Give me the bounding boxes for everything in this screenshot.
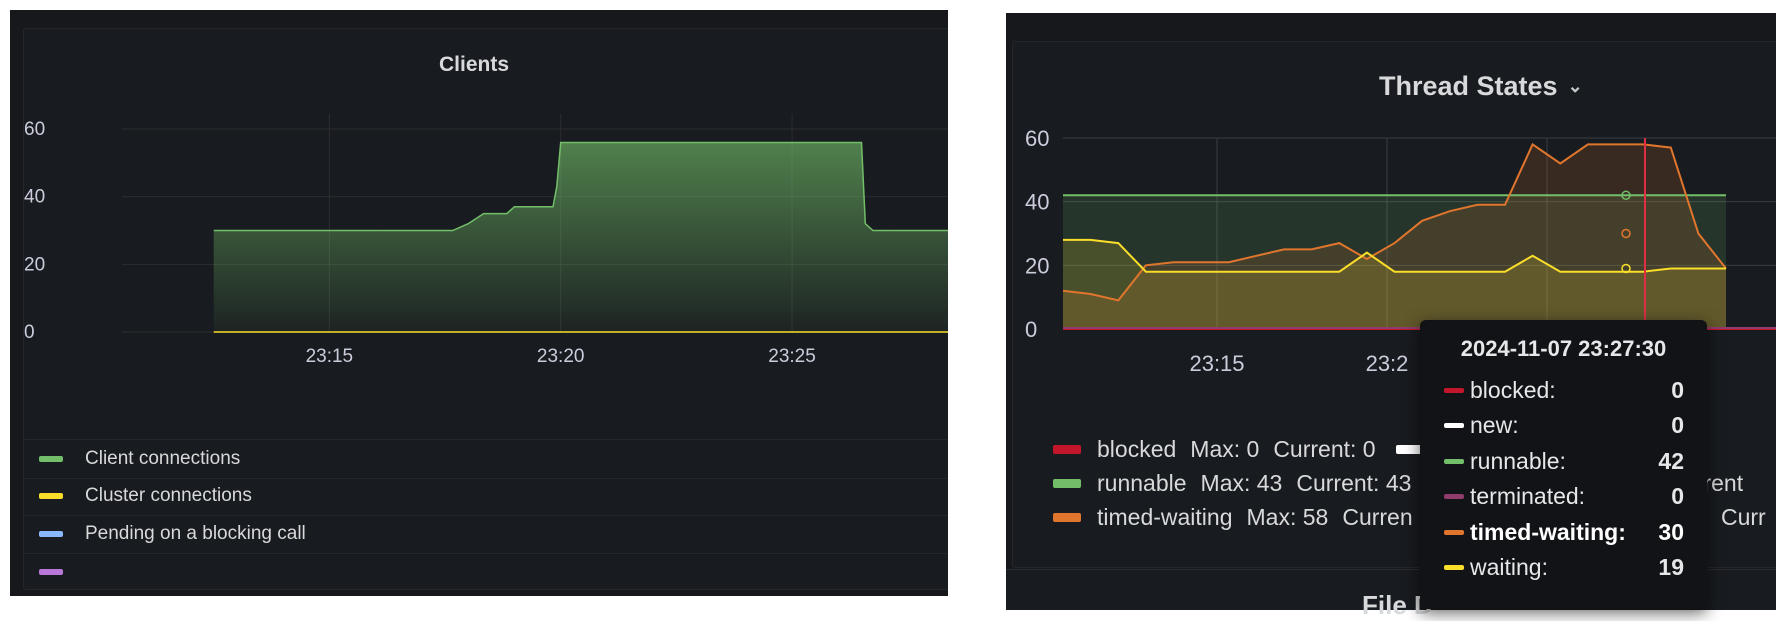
- tooltip-value: 30: [1658, 518, 1684, 545]
- x-tick-label: 23:20: [537, 346, 585, 367]
- legend-item-blocked[interactable]: blocked Max: 0 Current: 0: [1053, 432, 1440, 466]
- legend-label: blocked: [1097, 435, 1177, 462]
- legend-item-runnable[interactable]: runnable Max: 43 Current: 43 urrent: [1053, 466, 1743, 500]
- tooltip-swatch: [1444, 387, 1464, 393]
- clients-chart[interactable]: 60 40 20 0 23:15 23:20 23:25: [24, 29, 948, 589]
- x-tick-label: 23:15: [1189, 351, 1244, 376]
- tooltip-row-runnable: runnable: 42: [1444, 444, 1684, 478]
- hover-point: [1621, 263, 1631, 274]
- legend-current: Current: 43: [1296, 469, 1412, 496]
- tooltip-timestamp: 2024-11-07 23:27:30: [1460, 336, 1667, 361]
- tooltip-row-terminated: terminated: 0: [1444, 479, 1684, 513]
- tooltip-swatch: [1444, 458, 1464, 464]
- legend-current: Curren: [1342, 503, 1413, 530]
- tooltip-value: 0: [1671, 482, 1684, 509]
- tooltip-row-new: new: 0: [1444, 408, 1684, 442]
- legend-text: timed-waiting Max: 58 Curren: [1097, 504, 1427, 531]
- legend-swatch: [39, 493, 63, 499]
- panel-title-menu[interactable]: Thread States ⌄: [1379, 71, 1583, 102]
- tooltip-label: timed-waiting:: [1470, 518, 1626, 545]
- y-tick-label: 0: [24, 322, 35, 343]
- series-area-client-connections: [213, 142, 948, 332]
- series-line-waiting: [1063, 238, 1726, 273]
- legend-swatch: [1053, 478, 1081, 488]
- tooltip-label: terminated:: [1470, 482, 1586, 509]
- legend-label: Cluster connections: [85, 485, 252, 506]
- tooltip-swatch: [1444, 529, 1464, 535]
- legend-label: Client connections: [85, 448, 241, 469]
- y-tick-label: 20: [1025, 253, 1049, 278]
- legend-current: Current: 0: [1273, 435, 1376, 462]
- legend-swatch: [39, 569, 63, 575]
- tooltip-row-blocked: blocked: 0: [1444, 373, 1684, 407]
- tooltip-swatch: [1444, 564, 1464, 570]
- tooltip-swatch: [1444, 422, 1464, 428]
- tooltip-label: new:: [1470, 411, 1519, 438]
- legend-swatch-new: [1395, 444, 1424, 454]
- legend-item-partial[interactable]: [24, 553, 948, 589]
- y-tick-label: 60: [24, 119, 45, 140]
- legend-max: Max: 43: [1200, 469, 1283, 496]
- y-tick-label: 40: [1025, 190, 1049, 215]
- legend-item-pending-blocking-call[interactable]: Pending on a blocking call: [24, 515, 948, 554]
- tooltip-value: 19: [1658, 553, 1684, 580]
- hover-point: [1621, 190, 1631, 201]
- legend-swatch: [1053, 444, 1081, 454]
- panel-title[interactable]: Clients: [438, 53, 509, 76]
- tooltip-label: blocked:: [1470, 376, 1556, 403]
- legend-max: Max: 0: [1190, 435, 1260, 462]
- legend-item-timed-waiting[interactable]: timed-waiting Max: 58 Curren Curr: [1053, 500, 1766, 534]
- tooltip-value: 0: [1671, 376, 1684, 403]
- legend-swatch: [1053, 512, 1081, 522]
- x-tick-label: 23:2: [1366, 351, 1409, 376]
- legend-text: runnable Max: 43 Current: 43: [1097, 470, 1425, 497]
- series-area-waiting: [1063, 239, 1726, 329]
- y-tick-label: 40: [24, 187, 45, 208]
- y-tick-label: 0: [1025, 317, 1037, 342]
- legend-swatch: [39, 531, 63, 537]
- tooltip-value: 0: [1671, 411, 1684, 438]
- chevron-down-icon[interactable]: ⌄: [1567, 76, 1583, 96]
- tooltip-row-timed-waiting: timed-waiting: 30: [1444, 515, 1684, 549]
- thread-states-panel: Thread States ⌄ 60 40 20 0 23:15 23:2 blocked M…: [1012, 41, 1776, 568]
- x-tick-label: 23:15: [306, 346, 354, 367]
- legend-item-cluster-connections[interactable]: Cluster connections: [24, 477, 948, 516]
- legend-item-client-connections[interactable]: Client connections: [24, 439, 948, 479]
- tooltip-label: waiting:: [1470, 553, 1548, 580]
- x-tick-label: 23:25: [768, 346, 816, 367]
- legend-label: timed-waiting: [1097, 503, 1233, 530]
- legend-label: Pending on a blocking call: [85, 523, 306, 544]
- legend-text: blocked Max: 0 Current: 0: [1097, 436, 1390, 463]
- clients-panel: Clients 60 40 20 0 23:15 23:20 23:25 Client co…: [23, 28, 948, 590]
- y-tick-label: 60: [1025, 126, 1049, 151]
- thread-states-chart[interactable]: 60 40 20 0 23:15 23:2: [1013, 42, 1776, 567]
- y-tick-label: 20: [24, 254, 45, 275]
- hover-tooltip: 2024-11-07 23:27:30 blocked: 0 new: 0 ru…: [1420, 320, 1707, 609]
- tooltip-label: runnable:: [1470, 447, 1566, 474]
- series-line-client-connections: [213, 141, 948, 232]
- tooltip-row-waiting: waiting: 19: [1444, 550, 1684, 584]
- series-line-timed-waiting: [1062, 142, 1727, 302]
- tooltip-value: 42: [1658, 447, 1684, 474]
- legend-label: runnable: [1097, 469, 1187, 496]
- clients-panel-container: Clients 60 40 20 0 23:15 23:20 23:25 Client co…: [10, 10, 948, 596]
- tooltip-swatch: [1444, 493, 1464, 499]
- panel-title: Thread States: [1379, 71, 1558, 101]
- legend-trailing-text: Curr: [1721, 503, 1766, 530]
- legend-swatch: [39, 456, 63, 462]
- legend-max: Max: 58: [1246, 503, 1329, 530]
- hover-point: [1621, 228, 1631, 239]
